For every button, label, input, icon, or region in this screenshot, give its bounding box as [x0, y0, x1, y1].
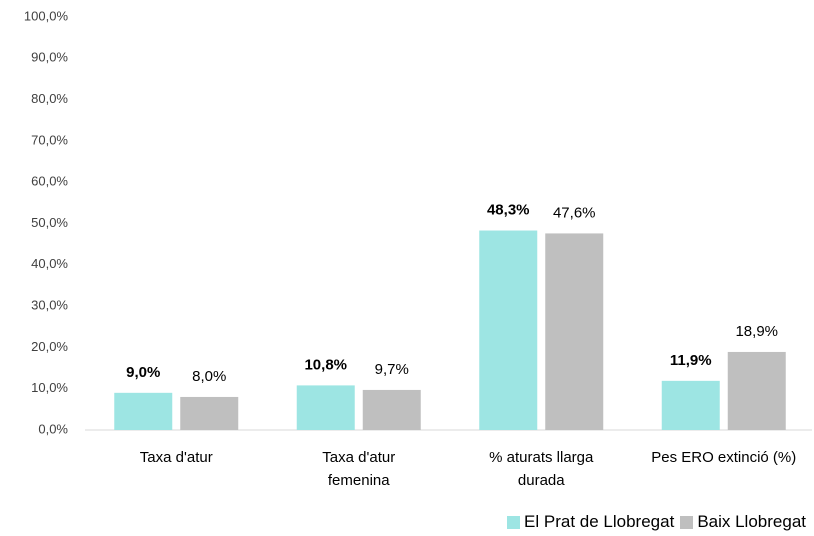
bar: [545, 233, 604, 430]
legend-label: El Prat de Llobregat: [524, 512, 675, 531]
y-tick-label: 60,0%: [31, 174, 68, 189]
value-label: 8,0%: [192, 368, 226, 385]
y-tick-label: 70,0%: [31, 132, 68, 147]
legend-label: Baix Llobregat: [697, 512, 806, 531]
y-tick-label: 20,0%: [31, 339, 68, 354]
y-tick-label: 10,0%: [31, 380, 68, 395]
value-label: 47,6%: [553, 204, 596, 221]
bar: [362, 389, 421, 430]
value-label: 9,7%: [375, 361, 409, 378]
legend-swatch: [680, 515, 694, 529]
y-tick-label: 100,0%: [24, 8, 69, 23]
bar: [296, 385, 355, 430]
y-tick-label: 50,0%: [31, 215, 68, 230]
legend-swatch: [507, 515, 521, 529]
bar: [479, 230, 538, 430]
value-label: 10,8%: [304, 356, 347, 373]
y-tick-label: 40,0%: [31, 256, 68, 271]
bar: [727, 351, 786, 430]
x-tick-label: Taxa d'atur: [139, 449, 213, 466]
bar: [114, 392, 173, 430]
legend: El Prat de Llobregat Baix Llobregat: [501, 512, 806, 532]
y-tick-label: 80,0%: [31, 91, 68, 106]
value-label: 11,9%: [670, 352, 712, 369]
y-tick-label: 0,0%: [38, 421, 68, 436]
x-tick-label: % aturats llarga durada: [489, 449, 594, 489]
y-tick-label: 30,0%: [31, 298, 68, 313]
bar: [180, 396, 239, 430]
value-label: 18,9%: [735, 323, 778, 340]
bar: [661, 380, 720, 430]
value-label: 48,3%: [487, 201, 530, 218]
x-tick-label: Pes ERO extinció (%): [651, 449, 797, 466]
x-tick-label: Taxa d'atur femenina: [322, 449, 396, 489]
value-label: 9,0%: [126, 364, 160, 381]
y-tick-label: 90,0%: [31, 50, 68, 65]
